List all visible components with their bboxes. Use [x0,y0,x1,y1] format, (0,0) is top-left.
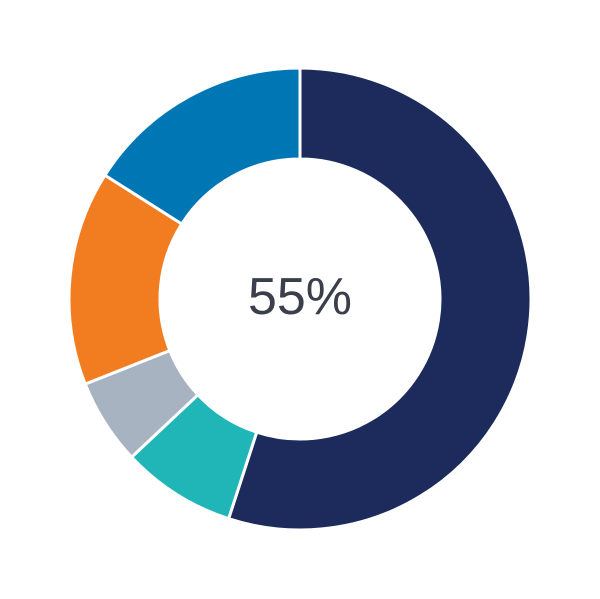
donut-slice-1 [226,66,533,532]
center-percentage-label: 55% [247,268,353,326]
donut-slice-5 [102,66,302,227]
